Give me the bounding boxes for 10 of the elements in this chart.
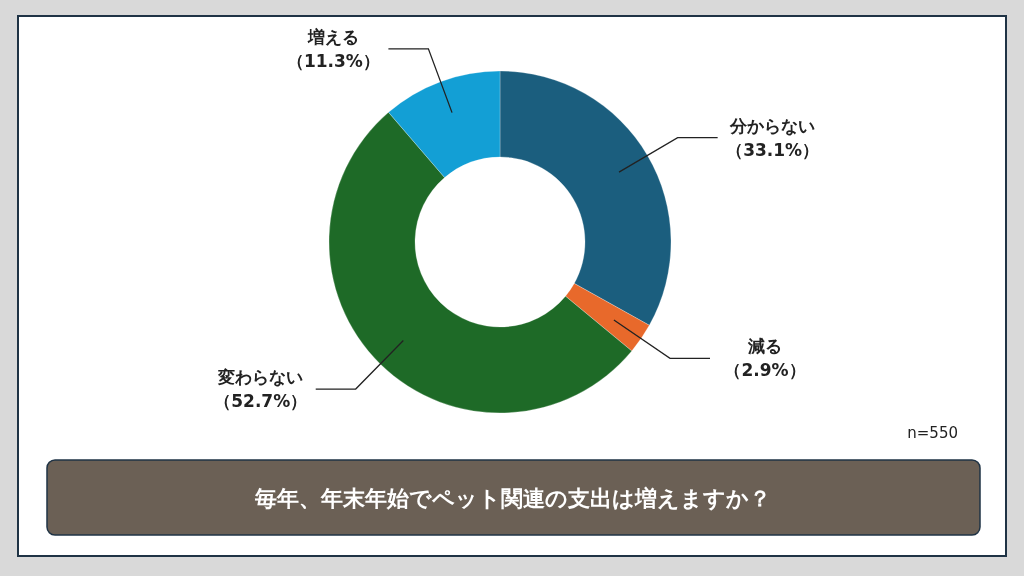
text: 毎年、年末年始でペット関連の支出は増えますか？: [254, 486, 771, 511]
data-label: （11.3%）: [286, 50, 380, 71]
data-label: （52.7%）: [214, 391, 308, 412]
data-label: （33.1%）: [726, 139, 820, 160]
slice-label: 増える: [306, 26, 359, 47]
slice-label: 減る: [747, 336, 783, 357]
text: n=550: [907, 424, 958, 442]
slice-label: 分からない: [729, 115, 816, 136]
data-label: （2.9%）: [724, 360, 806, 381]
slice-label: 変わらない: [217, 367, 304, 388]
